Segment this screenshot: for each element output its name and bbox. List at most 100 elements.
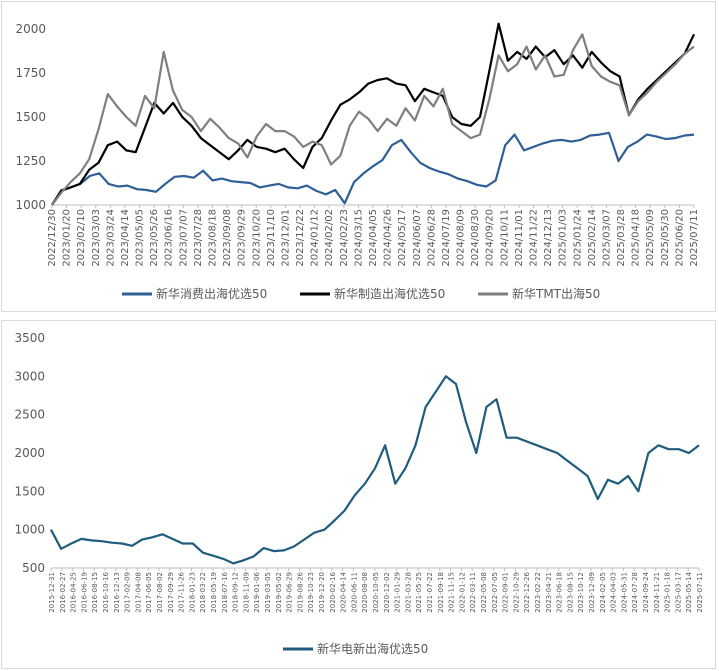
x-tick-label: 2018-01-23 [188, 572, 196, 613]
x-tick-label: 2022-03-11 [469, 572, 477, 613]
x-tick-label: 2023/04/14 [120, 209, 131, 267]
x-tick-label: 2016-12-13 [113, 572, 121, 613]
x-tick-label: 2017-11-26 [178, 571, 186, 612]
series-line-0 [50, 375, 700, 565]
y-tick-label: 2500 [14, 408, 45, 422]
series-line-0 [51, 131, 695, 206]
x-tick-label: 2024-09-24 [642, 571, 650, 612]
x-tick-label: 2020-08-08 [361, 572, 369, 613]
x-tick-label: 2019-01-06 [253, 571, 261, 612]
x-tick-label: 2017-02-09 [124, 572, 132, 613]
x-tick-label: 2016-04-25 [70, 572, 78, 613]
x-tick-label: 2017-04-08 [134, 572, 142, 613]
x-tick-label: 2016-08-15 [91, 572, 99, 613]
x-tick-label: 2024/02/23 [339, 209, 350, 267]
x-tick-label: 2023/07/28 [193, 209, 204, 267]
x-tick-label: 2023-02-22 [534, 572, 542, 613]
x-tick-label: 2024/11/01 [514, 209, 525, 267]
x-tick-label: 2015-12-31 [48, 572, 56, 613]
x-tick-label: 2024/07/19 [441, 209, 452, 267]
x-tick-label: 2020-10-05 [372, 572, 380, 613]
x-tick-label: 2023/09/08 [222, 209, 233, 267]
x-tick-label: 2021-09-18 [437, 572, 445, 613]
chart-panel-export-indices: 1000 1250 1500 1750 2000 2022/12/30 2023/01/20… [1, 1, 716, 312]
y-tick-label: 3000 [14, 369, 45, 383]
x-tick-label: 2025/07/11 [689, 209, 700, 267]
y-tick-label: 1500 [15, 110, 46, 124]
x-tick-label: 2023/01/20 [62, 209, 73, 267]
x-tick-label: 2021-01-29 [394, 572, 402, 613]
x-tick-label: 2023/08/18 [208, 209, 219, 267]
x-tick-label: 2022-01-12 [458, 572, 466, 613]
x-tick-label: 2017-09-29 [167, 572, 175, 613]
chart-panel-new-energy-index: 500 1000 1500 2000 2500 3000 3500 2015-12-31 201… [1, 320, 716, 669]
x-tick-label: 2019-08-26 [296, 571, 304, 612]
x-tick-label: 2019-10-23 [307, 572, 315, 613]
x-tick-label: 2024/05/17 [397, 209, 408, 267]
x-tick-label: 2024-04-03 [610, 572, 618, 613]
x-tick-label: 2025/03/28 [616, 209, 627, 267]
x-tick-label: 2021-07-22 [426, 572, 434, 613]
x-tick-label: 2023/12/01 [280, 209, 291, 267]
x-tick-label: 2025/03/07 [601, 209, 612, 267]
x-tick-label: 2023-04-21 [545, 572, 553, 613]
x-tick-label: 2023-10-12 [577, 572, 585, 613]
legend-label-0: 新华消费出海优选50 [156, 286, 267, 301]
x-tick-label: 2019-03-05 [264, 572, 272, 613]
x-tick-label: 2017-06-05 [145, 572, 153, 613]
y-tick-label: 500 [22, 561, 45, 575]
x-tick-label: 2016-10-16 [102, 571, 110, 612]
x-tick-label: 2025/01/24 [572, 209, 583, 267]
x-tick-label: 2019-06-29 [286, 572, 294, 613]
x-tick-label: 2023/07/07 [178, 209, 189, 267]
x-tick-label: 2023/05/05 [135, 209, 146, 267]
x-tick-label: 2016-06-19 [80, 572, 88, 613]
x-tick-label: 2024/10/11 [499, 209, 510, 267]
legend-label-1: 新华制造出海优选50 [334, 286, 445, 301]
x-tick-label: 2019-12-20 [318, 572, 326, 613]
x-tick-label: 2024/08/09 [456, 209, 467, 267]
x-tick-label: 2019-05-02 [275, 572, 283, 613]
x-tick-label: 2024/01/12 [310, 209, 321, 267]
y-tick-label: 1000 [14, 523, 45, 537]
y-tick-label: 1750 [15, 66, 46, 80]
line-chart-export-indices: 1000 1250 1500 1750 2000 2022/12/30 2023/01/20… [15, 22, 700, 301]
series-line-2 [51, 33, 695, 206]
x-tick-label: 2020-12-02 [383, 572, 391, 613]
x-tick-label: 2024/11/22 [529, 209, 540, 267]
x-tick-label: 2022/12/30 [47, 209, 58, 267]
x-tick-label: 2025/02/14 [587, 209, 598, 267]
x-tick-label: 2024/08/30 [470, 209, 481, 267]
x-tick-label: 2023/03/03 [91, 209, 102, 267]
x-tick-label: 2025-05-14 [685, 571, 693, 612]
x-tick-label: 2018-11-09 [242, 572, 250, 613]
x-tick-label: 2022-05-08 [480, 572, 488, 613]
x-tick-label: 2018-03-22 [199, 572, 207, 613]
x-tick-label: 2018-07-16 [221, 571, 229, 612]
x-tick-label: 2023/06/16 [164, 209, 175, 267]
y-tick-label: 2000 [15, 22, 46, 36]
x-tick-label: 2020-04-14 [340, 571, 348, 612]
x-tick-label: 2023/03/24 [105, 209, 116, 267]
x-tick-label: 2021-03-28 [404, 572, 412, 613]
y-tick-label: 1500 [14, 484, 45, 498]
x-tick-label: 2025/01/03 [558, 209, 569, 267]
x-tick-label: 2023/02/10 [76, 209, 87, 267]
legend-label-2: 新华TMT出海50 [512, 286, 600, 301]
x-tick-label: 2025/05/09 [645, 209, 656, 267]
x-tick-label: 2017-08-02 [156, 572, 164, 613]
x-tick-label: 2024/06/28 [426, 209, 437, 267]
x-tick-label: 2025-07-11 [696, 572, 704, 613]
y-tick-label: 1000 [15, 198, 46, 212]
x-tick-label: 2025/06/20 [674, 209, 685, 267]
x-tick-label: 2021-05-25 [415, 572, 423, 613]
x-tick-label: 2023-08-15 [566, 572, 574, 613]
x-tick-label: 2023/09/29 [237, 209, 248, 267]
x-tick-label: 2024-05-31 [620, 572, 628, 613]
x-tick-label: 2024/06/07 [412, 209, 423, 267]
x-tick-label: 2023/10/20 [251, 209, 262, 267]
x-tick-label: 2020-06-11 [350, 572, 358, 613]
legend-label-0: 新华电新出海优选50 [317, 641, 428, 656]
y-tick-label: 1250 [15, 154, 46, 168]
